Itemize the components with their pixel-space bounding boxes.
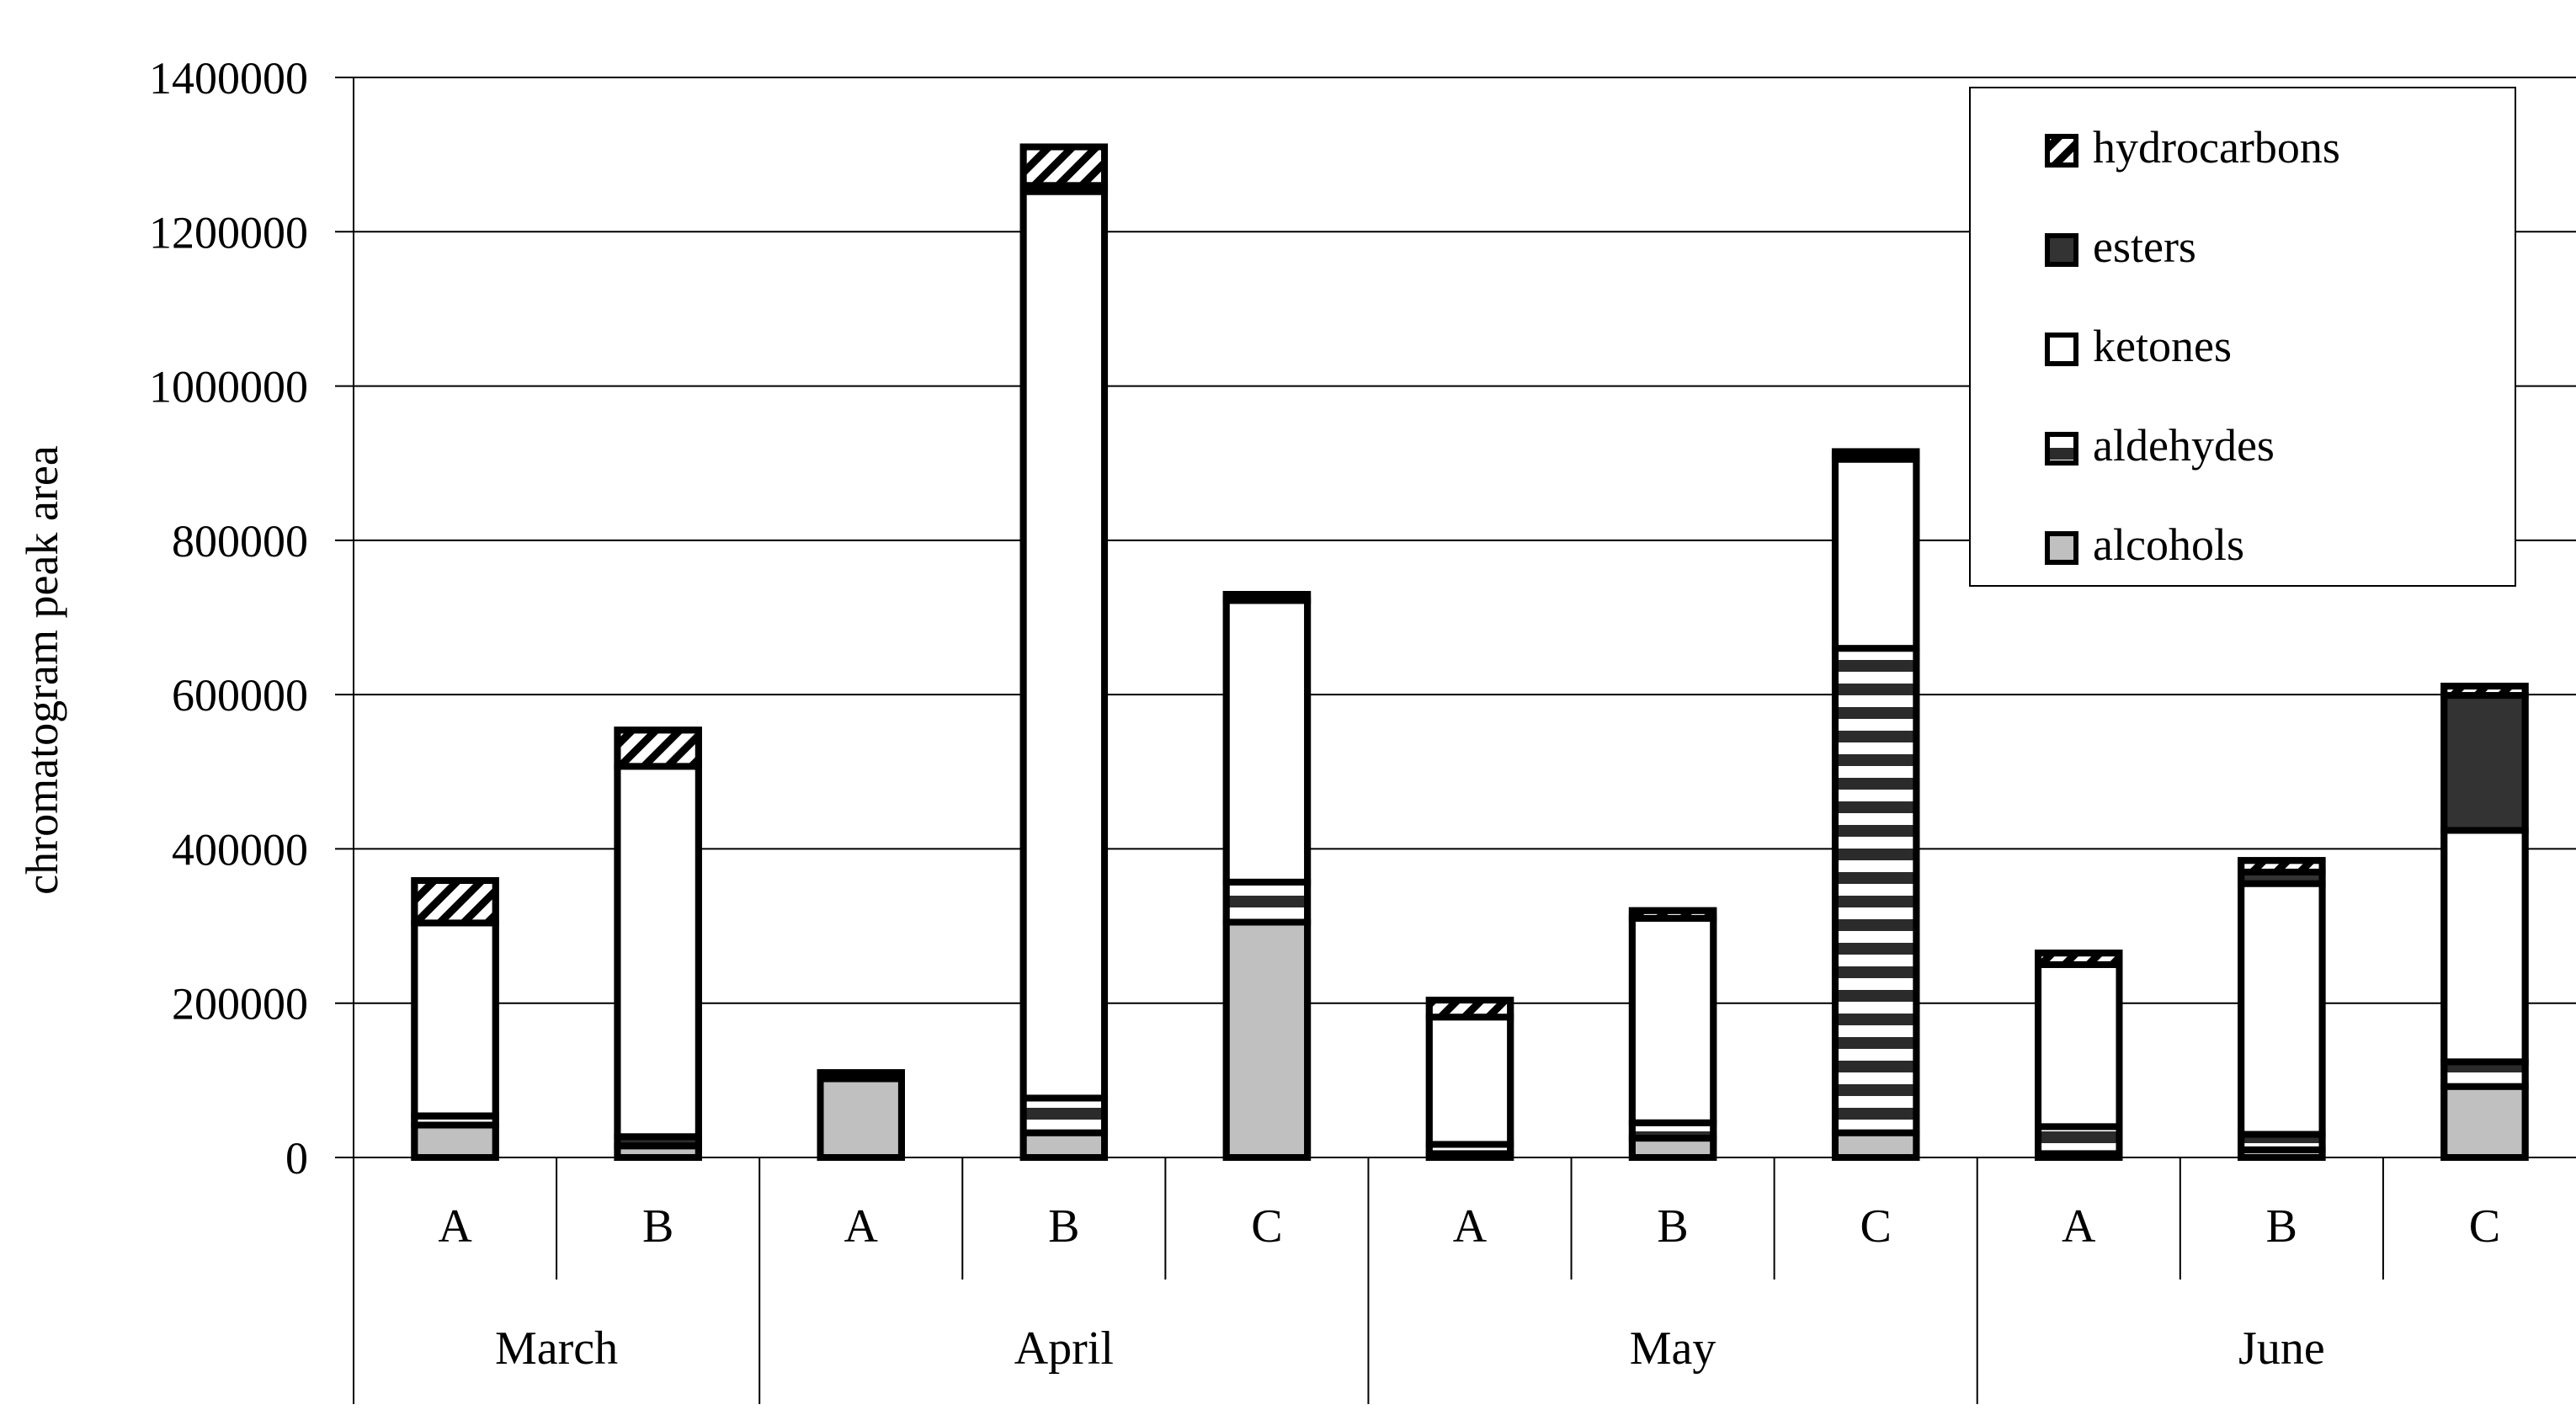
y-tick-label: 200000	[172, 979, 308, 1030]
bar-segment-ketones	[1425, 1014, 1514, 1148]
bar-segment-alcohols	[2440, 1083, 2529, 1162]
x-category-label: B	[642, 1200, 673, 1253]
axes	[353, 77, 2576, 1404]
y-tick-label: 1400000	[149, 53, 308, 104]
x-category-label: B	[1048, 1200, 1079, 1253]
legend-label: ketones	[2093, 321, 2232, 371]
bar-segment-hydrocarbons	[614, 726, 702, 770]
bar-segment-ketones	[2035, 960, 2123, 1131]
bar-segment-ketones	[411, 919, 499, 1120]
legend-label: hydrocarbons	[2093, 122, 2340, 173]
bar-segment-ketones	[1019, 188, 1109, 1102]
bar-segment-aldehydes	[1222, 878, 1312, 926]
bar-segment-aldehydes	[1019, 1094, 1109, 1136]
legend-swatch-ketones	[2045, 333, 2078, 366]
x-group-label: April	[1014, 1322, 1114, 1375]
y-tick-label: 1200000	[149, 207, 308, 258]
y-tick-label: 800000	[172, 516, 308, 567]
bar-segment-esters	[2440, 692, 2529, 834]
x-category-label: B	[1657, 1200, 1688, 1253]
legend-swatch-alcohols	[2045, 531, 2078, 565]
x-group-label: March	[495, 1322, 618, 1375]
x-axis-categories: A B March A B C April A B C May A B C June	[438, 1157, 2500, 1404]
bar-segment-ketones	[1831, 455, 1920, 652]
legend-label: esters	[2093, 221, 2196, 272]
y-axis-label: chromatogram peak area	[17, 445, 67, 895]
x-group-label: May	[1630, 1322, 1716, 1375]
legend-swatch-hydrocarbons	[2045, 134, 2078, 168]
bar-segment-alcohols	[411, 1121, 499, 1162]
bar-segment-ketones	[614, 763, 702, 1141]
bars	[411, 143, 2529, 1162]
legend-label: aldehydes	[2093, 420, 2275, 471]
y-tick-label: 400000	[172, 824, 308, 875]
x-category-label: C	[1251, 1200, 1282, 1253]
legend: hydrocarbons esters ketones aldehydes alcoho…	[1969, 87, 2516, 587]
bar-segment-hydrocarbons	[1019, 143, 1109, 189]
bar-segment-aldehydes	[2440, 1058, 2529, 1090]
bar-segment-alcohols	[817, 1075, 905, 1162]
x-category-label: C	[2469, 1200, 2500, 1253]
x-group-label: June	[2238, 1322, 2325, 1375]
bar-segment-alcohols	[1831, 1129, 1920, 1162]
bar-segment-aldehydes	[1831, 645, 1920, 1136]
legend-swatch-esters	[2045, 233, 2078, 267]
y-tick-label: 600000	[172, 670, 308, 721]
bar-segment-alcohols	[1222, 918, 1312, 1161]
bar-segment-ketones	[1222, 597, 1312, 886]
bar-segment-alcohols	[1019, 1129, 1109, 1162]
x-category-label: C	[1860, 1200, 1892, 1253]
x-category-label: B	[2266, 1200, 2297, 1253]
legend-swatch-aldehydes	[2045, 432, 2078, 466]
bar-segment-ketones	[2238, 880, 2326, 1138]
legend-label: alcohols	[2093, 519, 2244, 570]
gridlines	[354, 77, 2576, 1158]
bar-segment-hydrocarbons	[411, 877, 499, 927]
y-axis-ticks: 0 200000 400000 600000 800000 1000000 1200000 1…	[149, 53, 354, 1184]
x-category-label: A	[2062, 1200, 2096, 1253]
x-category-label: A	[844, 1200, 879, 1253]
bar-segment-ketones	[1628, 914, 1717, 1126]
bar-segment-ketones	[2440, 827, 2529, 1066]
x-category-label: A	[1453, 1200, 1488, 1253]
y-tick-label: 1000000	[149, 362, 308, 412]
x-category-label: A	[438, 1200, 472, 1253]
bar-segment-aldehydes	[2035, 1123, 2123, 1157]
y-tick-label: 0	[285, 1133, 308, 1184]
